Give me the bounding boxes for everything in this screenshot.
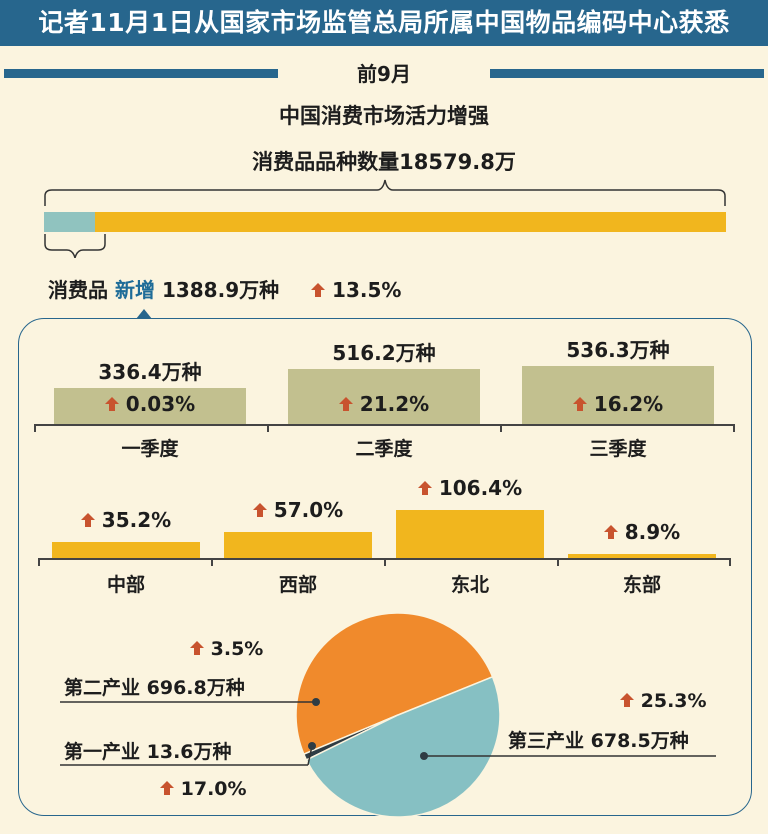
up-arrow-icon	[252, 503, 267, 518]
quarter-value-label: 336.4万种	[98, 359, 202, 384]
quarter-growth-label: 0.03%	[54, 392, 246, 416]
up-arrow-icon	[338, 397, 353, 411]
quarter-value-label: 516.2万种	[332, 340, 436, 365]
region-growth-label: 35.2%	[42, 508, 210, 532]
region-category-label: 东北	[450, 574, 489, 596]
secondary-industry-label: 第二产业 696.8万种	[64, 677, 245, 699]
new-items-row: 消费品 新增 1388.9万种 13.5%	[48, 274, 401, 303]
region-category-label: 西部	[278, 574, 317, 596]
up-arrow-icon	[80, 513, 95, 528]
up-arrow-icon	[160, 781, 174, 795]
region-growth-label: 57.0%	[214, 498, 382, 522]
headline: 中国消费市场活力增强	[279, 104, 489, 128]
region-growth-label: 8.9%	[558, 520, 726, 544]
quarter-growth-label: 21.2%	[288, 392, 480, 416]
new-items-prefix: 消费品	[48, 278, 108, 302]
quarter-axis-tick	[733, 424, 735, 432]
region-bar-west	[224, 532, 372, 558]
new-items-bar	[44, 212, 95, 232]
region-bar-east	[568, 553, 716, 558]
quarter-axis	[34, 424, 734, 426]
new-items-value: 1388.9万种	[161, 278, 280, 302]
quarter-bar-q3	[522, 366, 714, 424]
quarter-value-label: 536.3万种	[566, 338, 670, 363]
region-axis-tick	[384, 558, 386, 566]
up-arrow-icon	[417, 481, 432, 495]
region-axis-tick	[38, 558, 40, 566]
quarter-bar-q1	[54, 387, 246, 424]
total-items-bar	[44, 212, 726, 232]
period-label: 前9月	[357, 62, 411, 86]
up-arrow-icon	[311, 283, 326, 297]
quarter-category-label: 一季度	[121, 438, 179, 460]
tertiary-growth-label: 25.3%	[620, 690, 707, 712]
up-arrow-icon	[190, 641, 204, 655]
quarter-category-label: 三季度	[589, 438, 647, 460]
region-category-label: 中部	[106, 574, 145, 596]
quarter-growth-label: 16.2%	[522, 392, 714, 416]
total-brace	[44, 179, 726, 206]
quarter-axis-tick	[267, 424, 269, 432]
pie-slice-tertiary	[305, 675, 501, 818]
period-rule-right	[490, 69, 764, 78]
up-arrow-icon	[620, 693, 634, 707]
period-rule-left	[4, 69, 278, 78]
up-arrow-icon	[572, 397, 587, 411]
quarter-category-label: 二季度	[355, 438, 413, 460]
region-bar-northeast	[396, 510, 544, 558]
tertiary-industry-label: 第三产业 678.5万种	[508, 730, 689, 752]
panel-pointer	[136, 309, 152, 319]
region-axis-tick	[211, 558, 213, 566]
secondary-growth-label: 3.5%	[190, 638, 263, 660]
quarter-axis-tick	[500, 424, 502, 432]
new-items-brace	[44, 234, 106, 258]
pie-slice-secondary	[295, 612, 494, 756]
new-items-growth: 13.5%	[332, 278, 402, 302]
region-bar-central	[52, 542, 200, 558]
quarter-axis-tick	[34, 424, 36, 432]
total-count-text: 消费品品种数量18579.8万	[252, 150, 516, 174]
pie-leader-lines	[60, 698, 716, 766]
up-arrow-icon	[104, 397, 119, 411]
region-growth-label: 106.4%	[386, 476, 554, 500]
region-axis-tick	[557, 558, 559, 566]
new-items-highlight: 新增	[114, 278, 155, 302]
quarter-bar-q2	[288, 368, 480, 424]
primary-growth-label: 17.0%	[160, 778, 247, 800]
primary-industry-label: 第一产业 13.6万种	[64, 741, 232, 763]
region-category-label: 东部	[622, 574, 661, 596]
up-arrow-icon	[603, 524, 618, 539]
region-axis-tick	[729, 558, 731, 566]
title-banner: 记者11月1日从国家市场监管总局所属中国物品编码中心获悉	[0, 0, 768, 46]
